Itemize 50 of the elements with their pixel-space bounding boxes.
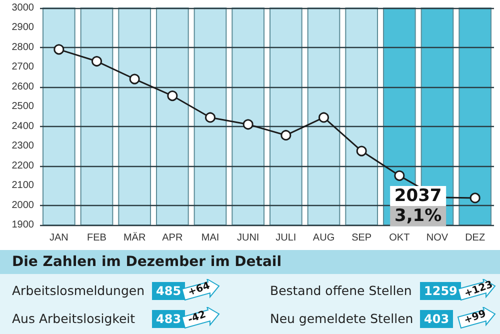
x-tick-label: FEB <box>87 232 107 244</box>
x-tick-label: MÄR <box>123 232 146 244</box>
y-tick-label: 2900 <box>12 22 34 34</box>
text: 483 <box>152 310 186 328</box>
text: 485 <box>152 282 186 300</box>
x-tick-label: JULI <box>276 232 296 244</box>
text: Bestand offene Stellen <box>270 283 412 298</box>
y-tick-label: 2300 <box>12 140 34 152</box>
x-tick-label: SEP <box>352 232 372 244</box>
point <box>129 74 140 84</box>
text: Neu gemeldete Stellen <box>270 311 414 326</box>
point <box>394 170 405 181</box>
y-tick-label: 2800 <box>12 42 34 53</box>
y-tick-label: 2200 <box>12 160 34 172</box>
point <box>470 192 480 204</box>
point <box>54 44 64 55</box>
point <box>356 146 367 156</box>
y-tick-label: 3000 <box>12 2 34 14</box>
x-tick-label: MAI <box>201 232 220 244</box>
x-tick-label: OKT <box>389 232 410 244</box>
x-tick-label: NOV <box>426 232 448 244</box>
y-tick-label: 1900 <box>12 220 34 230</box>
x-tick-label: JUNI <box>236 232 260 244</box>
text: 1259 <box>420 282 462 300</box>
y-tick-label: 2600 <box>12 81 34 92</box>
y-tick-label: 2400 <box>12 120 34 132</box>
point <box>280 130 292 140</box>
y-tick-label: 2700 <box>12 62 34 73</box>
x-tick-label: DEZ <box>465 232 486 244</box>
x-tick-label: JAN <box>49 232 68 244</box>
annotation: 3,1% <box>394 206 442 226</box>
point <box>242 119 254 130</box>
point <box>167 90 178 102</box>
y-tick-label: 2100 <box>12 180 34 192</box>
text: +64 <box>186 280 212 298</box>
text: Die Zahlen im Dezember im Detail <box>0 250 500 274</box>
x-tick-label: AUG <box>312 232 335 244</box>
text: +99 <box>462 308 488 326</box>
text: +123 <box>463 279 494 300</box>
text: 403 <box>420 310 454 328</box>
y-tick-label: 2000 <box>12 200 34 211</box>
x-tick-label: APR <box>162 232 183 244</box>
text: Arbeitslosmeldungen <box>12 283 145 298</box>
text: Aus Arbeitslosigkeit <box>12 311 136 326</box>
text: -42 <box>186 309 208 326</box>
annotation: 2037 <box>394 186 442 206</box>
point <box>92 56 102 67</box>
point <box>318 112 329 123</box>
y-tick-label: 2500 <box>12 101 34 112</box>
point <box>205 112 216 123</box>
